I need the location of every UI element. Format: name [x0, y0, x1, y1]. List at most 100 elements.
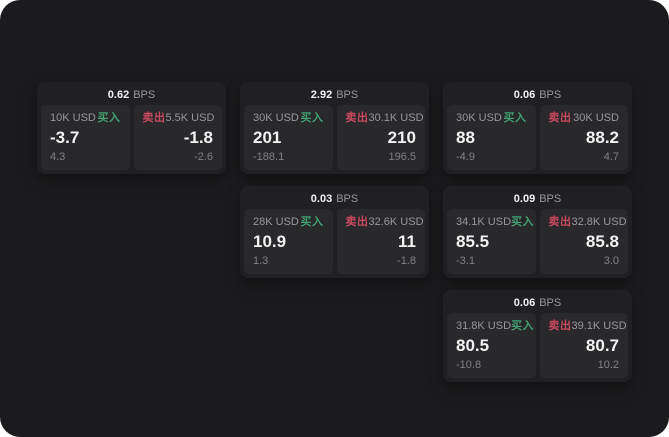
sell-panel-header: 卖出 32.6K USD [345, 216, 424, 229]
sell-side-label: 卖出 [548, 216, 572, 228]
sell-amount-label: 32.8K USD [571, 216, 627, 228]
bps-unit: BPS [539, 89, 562, 101]
buy-side-label: 买入 [300, 112, 324, 124]
buy-side-label: 买入 [511, 320, 535, 332]
buy-side-label: 买入 [511, 216, 535, 228]
bps-header: 0.03 BPS [244, 190, 425, 209]
buy-price-value: 85.5 [456, 232, 490, 251]
price-panels: 31.8K USD 买入 80.5 -10.8 卖出 39.1K USD 80.… [447, 313, 628, 378]
quote-card: 0.03 BPS 28K USD 买入 10.9 1.3 卖出 32.6K US… [240, 186, 429, 278]
buy-panel-header: 30K USD 买入 [456, 112, 527, 125]
sell-panel[interactable]: 卖出 30.1K USD 210 196.5 [336, 105, 425, 170]
quote-card: 2.92 BPS 30K USD 买入 201 -188.1 卖出 30.1K … [240, 82, 429, 174]
bps-unit: BPS [133, 89, 156, 101]
sell-price-value: 88.2 [585, 128, 619, 147]
buy-side-label: 买入 [97, 112, 121, 124]
bps-header: 2.92 BPS [244, 86, 425, 105]
quote-card: 0.09 BPS 34.1K USD 买入 85.5 -3.1 卖出 32.8K… [443, 186, 632, 278]
quote-card: 0.06 BPS 31.8K USD 买入 80.5 -10.8 卖出 39.1… [443, 290, 632, 382]
bps-unit: BPS [539, 297, 562, 309]
bps-value: 0.62 [107, 89, 130, 101]
bps-header: 0.06 BPS [447, 294, 628, 313]
buy-price-value: 10.9 [253, 232, 287, 251]
bps-value: 2.92 [310, 89, 333, 101]
buy-panel-header: 10K USD 买入 [50, 112, 121, 125]
bps-unit: BPS [539, 193, 562, 205]
quote-card: 0.06 BPS 30K USD 买入 88 -4.9 卖出 30K USD 8… [443, 82, 632, 174]
buy-amount-label: 28K USD [253, 216, 299, 228]
sell-side-label: 卖出 [548, 112, 572, 124]
sell-panel[interactable]: 卖出 5.5K USD -1.8 -2.6 [133, 105, 222, 170]
sell-side-label: 卖出 [548, 320, 572, 332]
price-panels: 30K USD 买入 201 -188.1 卖出 30.1K USD 210 1… [244, 105, 425, 170]
buy-panel-header: 34.1K USD 买入 [456, 216, 534, 229]
buy-secondary-value: -188.1 [253, 151, 285, 163]
buy-price-value: -3.7 [50, 128, 80, 147]
buy-price-value: 88 [456, 128, 475, 147]
sell-panel[interactable]: 卖出 32.6K USD 11 -1.8 [336, 209, 425, 274]
sell-side-label: 卖出 [142, 112, 166, 124]
buy-panel-header: 28K USD 买入 [253, 216, 324, 229]
sell-side-label: 卖出 [345, 112, 369, 124]
buy-side-label: 买入 [503, 112, 527, 124]
price-panels: 28K USD 买入 10.9 1.3 卖出 32.6K USD 11 -1.8 [244, 209, 425, 274]
sell-panel-header: 卖出 5.5K USD [142, 112, 215, 125]
buy-secondary-value: 4.3 [50, 151, 66, 163]
sell-amount-label: 30K USD [573, 112, 619, 124]
sell-amount-label: 5.5K USD [165, 112, 215, 124]
bps-value: 0.09 [513, 193, 536, 205]
bps-value: 0.06 [513, 297, 536, 309]
sell-price-value: 80.7 [585, 336, 619, 355]
bps-value: 0.06 [513, 89, 536, 101]
sell-amount-label: 30.1K USD [368, 112, 424, 124]
quote-board: 0.62 BPS 10K USD 买入 -3.7 4.3 卖出 5.5K USD… [37, 82, 632, 382]
buy-amount-label: 30K USD [253, 112, 299, 124]
buy-price-value: 201 [253, 128, 282, 147]
bps-value: 0.03 [310, 193, 333, 205]
sell-price-value: -1.8 [183, 128, 213, 147]
buy-panel-header: 31.8K USD 买入 [456, 320, 534, 333]
buy-panel[interactable]: 30K USD 买入 201 -188.1 [244, 105, 333, 170]
quote-card: 0.62 BPS 10K USD 买入 -3.7 4.3 卖出 5.5K USD… [37, 82, 226, 174]
sell-panel-header: 卖出 32.8K USD [548, 216, 627, 229]
sell-panel-header: 卖出 30.1K USD [345, 112, 424, 125]
buy-side-label: 买入 [300, 216, 324, 228]
price-panels: 34.1K USD 买入 85.5 -3.1 卖出 32.8K USD 85.8… [447, 209, 628, 274]
bps-header: 0.09 BPS [447, 190, 628, 209]
sell-panel-header: 卖出 30K USD [549, 112, 620, 125]
sell-price-value: 11 [398, 232, 416, 251]
bps-header: 0.62 BPS [41, 86, 222, 105]
sell-amount-label: 32.6K USD [368, 216, 424, 228]
buy-panel[interactable]: 10K USD 买入 -3.7 4.3 [41, 105, 130, 170]
sell-amount-label: 39.1K USD [571, 320, 627, 332]
sell-panel[interactable]: 卖出 30K USD 88.2 4.7 [539, 105, 628, 170]
buy-panel[interactable]: 31.8K USD 买入 80.5 -10.8 [447, 313, 536, 378]
price-panels: 30K USD 买入 88 -4.9 卖出 30K USD 88.2 4.7 [447, 105, 628, 170]
buy-secondary-value: -10.8 [456, 359, 482, 371]
sell-secondary-value: 10.2 [597, 359, 619, 371]
sell-panel-header: 卖出 39.1K USD [548, 320, 627, 333]
buy-amount-label: 10K USD [50, 112, 96, 124]
buy-panel[interactable]: 28K USD 买入 10.9 1.3 [244, 209, 333, 274]
sell-side-label: 卖出 [345, 216, 369, 228]
buy-panel[interactable]: 34.1K USD 买入 85.5 -3.1 [447, 209, 536, 274]
bps-header: 0.06 BPS [447, 86, 628, 105]
price-panels: 10K USD 买入 -3.7 4.3 卖出 5.5K USD -1.8 -2.… [41, 105, 222, 170]
sell-secondary-value: 3.0 [603, 255, 619, 267]
buy-secondary-value: 1.3 [253, 255, 269, 267]
sell-secondary-value: 196.5 [388, 151, 416, 163]
buy-amount-label: 34.1K USD [456, 216, 512, 228]
sell-price-value: 210 [387, 128, 416, 147]
buy-panel[interactable]: 30K USD 买入 88 -4.9 [447, 105, 536, 170]
sell-panel[interactable]: 卖出 32.8K USD 85.8 3.0 [539, 209, 628, 274]
buy-secondary-value: -3.1 [456, 255, 475, 267]
buy-panel-header: 30K USD 买入 [253, 112, 324, 125]
bps-unit: BPS [336, 89, 359, 101]
sell-secondary-value: -2.6 [194, 151, 213, 163]
buy-secondary-value: -4.9 [456, 151, 475, 163]
sell-secondary-value: 4.7 [603, 151, 619, 163]
buy-amount-label: 30K USD [456, 112, 502, 124]
sell-panel[interactable]: 卖出 39.1K USD 80.7 10.2 [539, 313, 628, 378]
buy-price-value: 80.5 [456, 336, 490, 355]
